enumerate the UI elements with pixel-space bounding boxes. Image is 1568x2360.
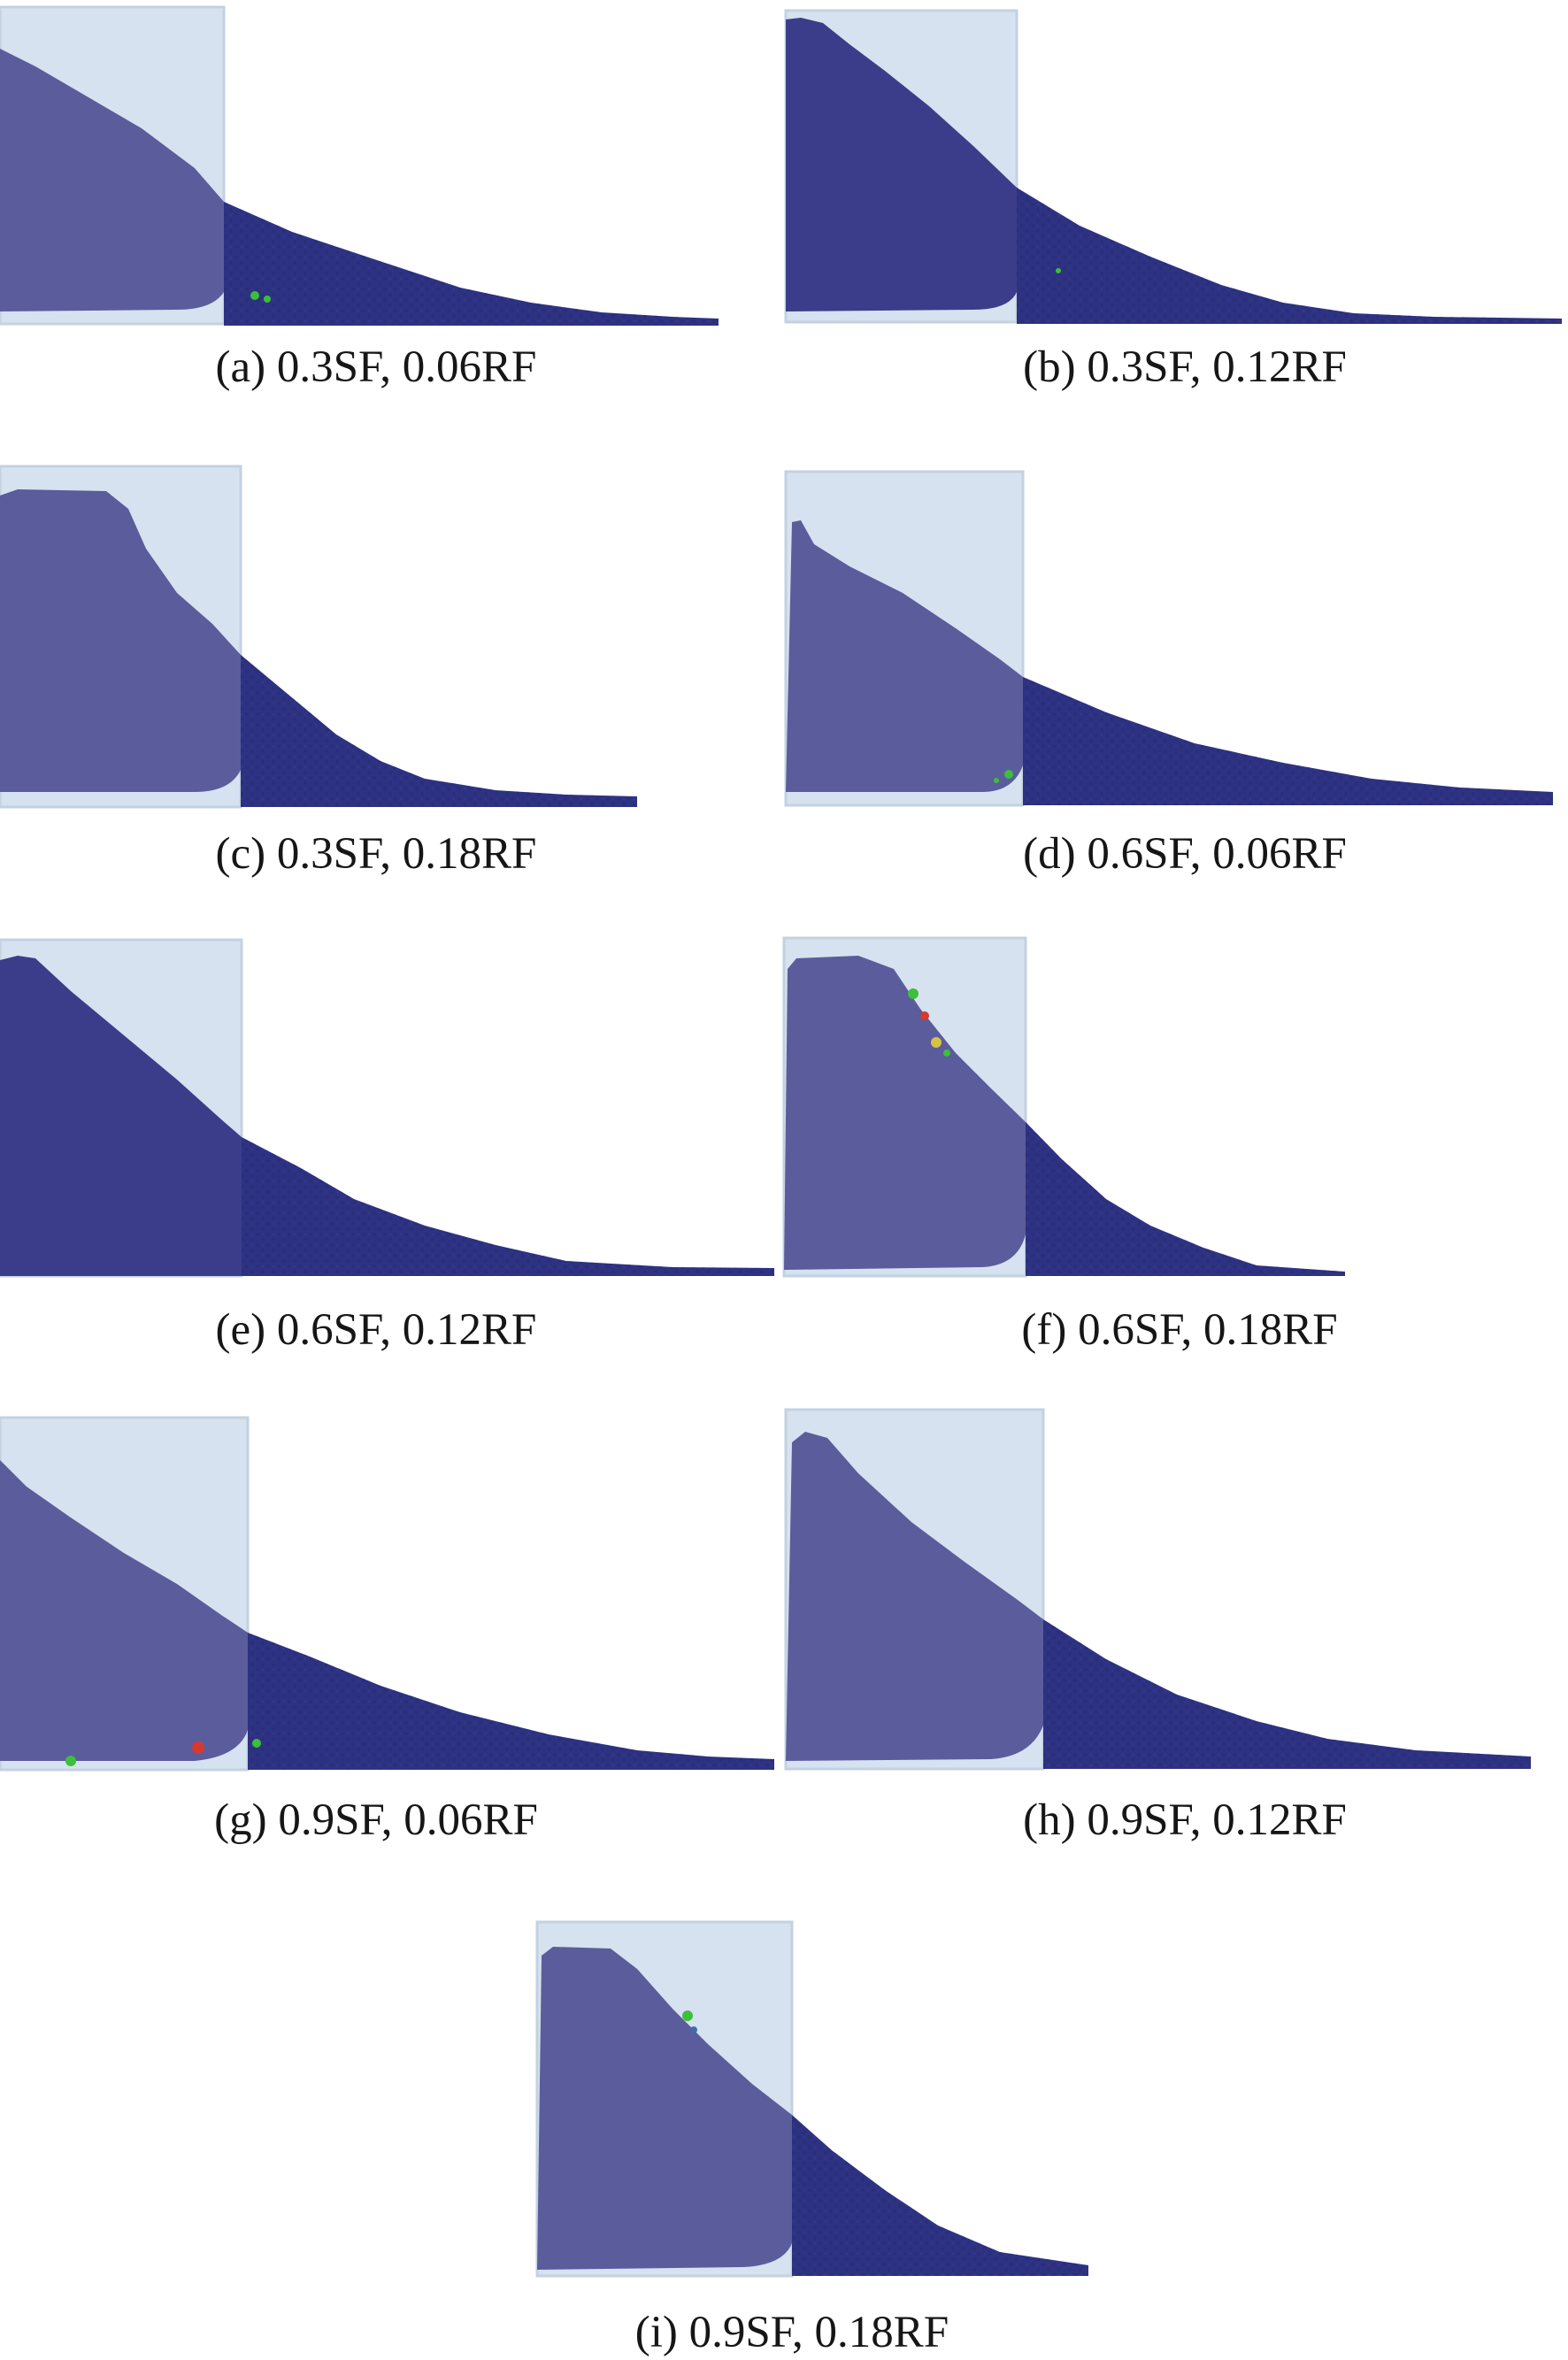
caption-panel-b: (b) 0.3SF, 0.12RF <box>1023 342 1347 392</box>
pile-inside-b <box>786 18 1017 311</box>
pile-inside-g <box>0 1460 248 1761</box>
pile-inside-e <box>0 956 242 1276</box>
caption-panel-g: (g) 0.9SF, 0.06RF <box>214 1795 538 1845</box>
caption-panel-i: (i) 0.9SF, 0.18RF <box>634 2308 949 2357</box>
caption-panel-f: (f) 0.6SF, 0.18RF <box>1021 1305 1338 1355</box>
tracer-particle <box>252 1739 261 1748</box>
tracer-particle <box>908 988 919 999</box>
tracer-particle <box>931 1037 942 1048</box>
pile-inside-h <box>786 1432 1043 1761</box>
panel-d-simulation <box>784 470 1553 807</box>
tracer-particle <box>690 2026 697 2033</box>
tracer-particle <box>250 291 259 300</box>
tracer-particle <box>994 778 999 783</box>
panel-f-simulation <box>782 936 1345 1278</box>
tracer-particle <box>65 1756 76 1766</box>
panel-i-simulation <box>535 1920 1088 2278</box>
caption-panel-d: (d) 0.6SF, 0.06RF <box>1023 829 1347 879</box>
caption-panel-e: (e) 0.6SF, 0.12RF <box>215 1305 537 1355</box>
panel-a-simulation <box>0 5 719 326</box>
panel-h-simulation <box>784 1408 1531 1771</box>
caption-panel-h: (h) 0.9SF, 0.12RF <box>1023 1795 1347 1845</box>
pile-inside-f <box>784 956 1026 1270</box>
panel-g-simulation <box>0 1416 774 1772</box>
tracer-particle <box>192 1741 204 1754</box>
pile-inside-i <box>537 1947 792 2270</box>
pile-inside-c <box>0 489 241 792</box>
tracer-particle <box>264 296 271 303</box>
pile-inside-d <box>786 520 1023 792</box>
pile-inside-a <box>0 49 224 311</box>
panel-b-simulation <box>784 9 1562 324</box>
tracer-particle <box>1056 268 1061 273</box>
panel-c-simulation <box>0 465 637 809</box>
tracer-particle <box>920 1011 929 1020</box>
caption-panel-c: (c) 0.3SF, 0.18RF <box>215 829 537 879</box>
tracer-particle <box>943 1049 950 1057</box>
tracer-particle <box>1004 770 1013 779</box>
tracer-particle <box>682 2010 693 2021</box>
panel-e-simulation <box>0 938 774 1278</box>
caption-panel-a: (a) 0.3SF, 0.06RF <box>215 342 537 392</box>
